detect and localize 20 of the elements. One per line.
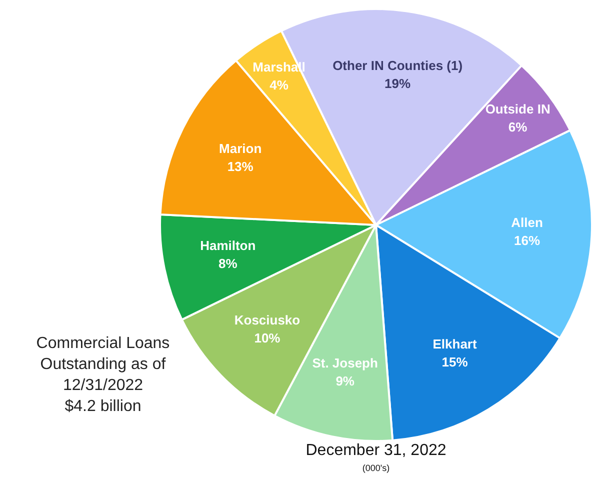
text: (000's) (361, 463, 391, 473)
slice-label: Outside IN (485, 101, 550, 116)
data-label: 15% (442, 354, 468, 370)
data-label: 6% (508, 119, 528, 134)
text: Commercial Loans Outstanding as of 12/31/2022 $4.2 billion (35, 334, 171, 417)
data-label: 9% (336, 374, 355, 389)
data-label: 4% (270, 77, 289, 92)
text: December 31, 2022 (304, 442, 448, 460)
slice-label: Other IN Counties (1) (332, 58, 463, 73)
data-label: 8% (218, 256, 238, 271)
data-label: 19% (384, 76, 412, 91)
data-label: 13% (227, 158, 254, 174)
slice-label: Hamilton (200, 238, 256, 253)
slice-label: St. Joseph (312, 356, 378, 371)
slice-label: Kosciusko (234, 312, 300, 328)
data-label: 16% (514, 232, 540, 248)
slice-label: Elkhart (432, 336, 478, 352)
data-label: 10% (254, 330, 281, 346)
slice-label: Marion (219, 140, 262, 156)
slice-label: Allen (511, 214, 543, 230)
